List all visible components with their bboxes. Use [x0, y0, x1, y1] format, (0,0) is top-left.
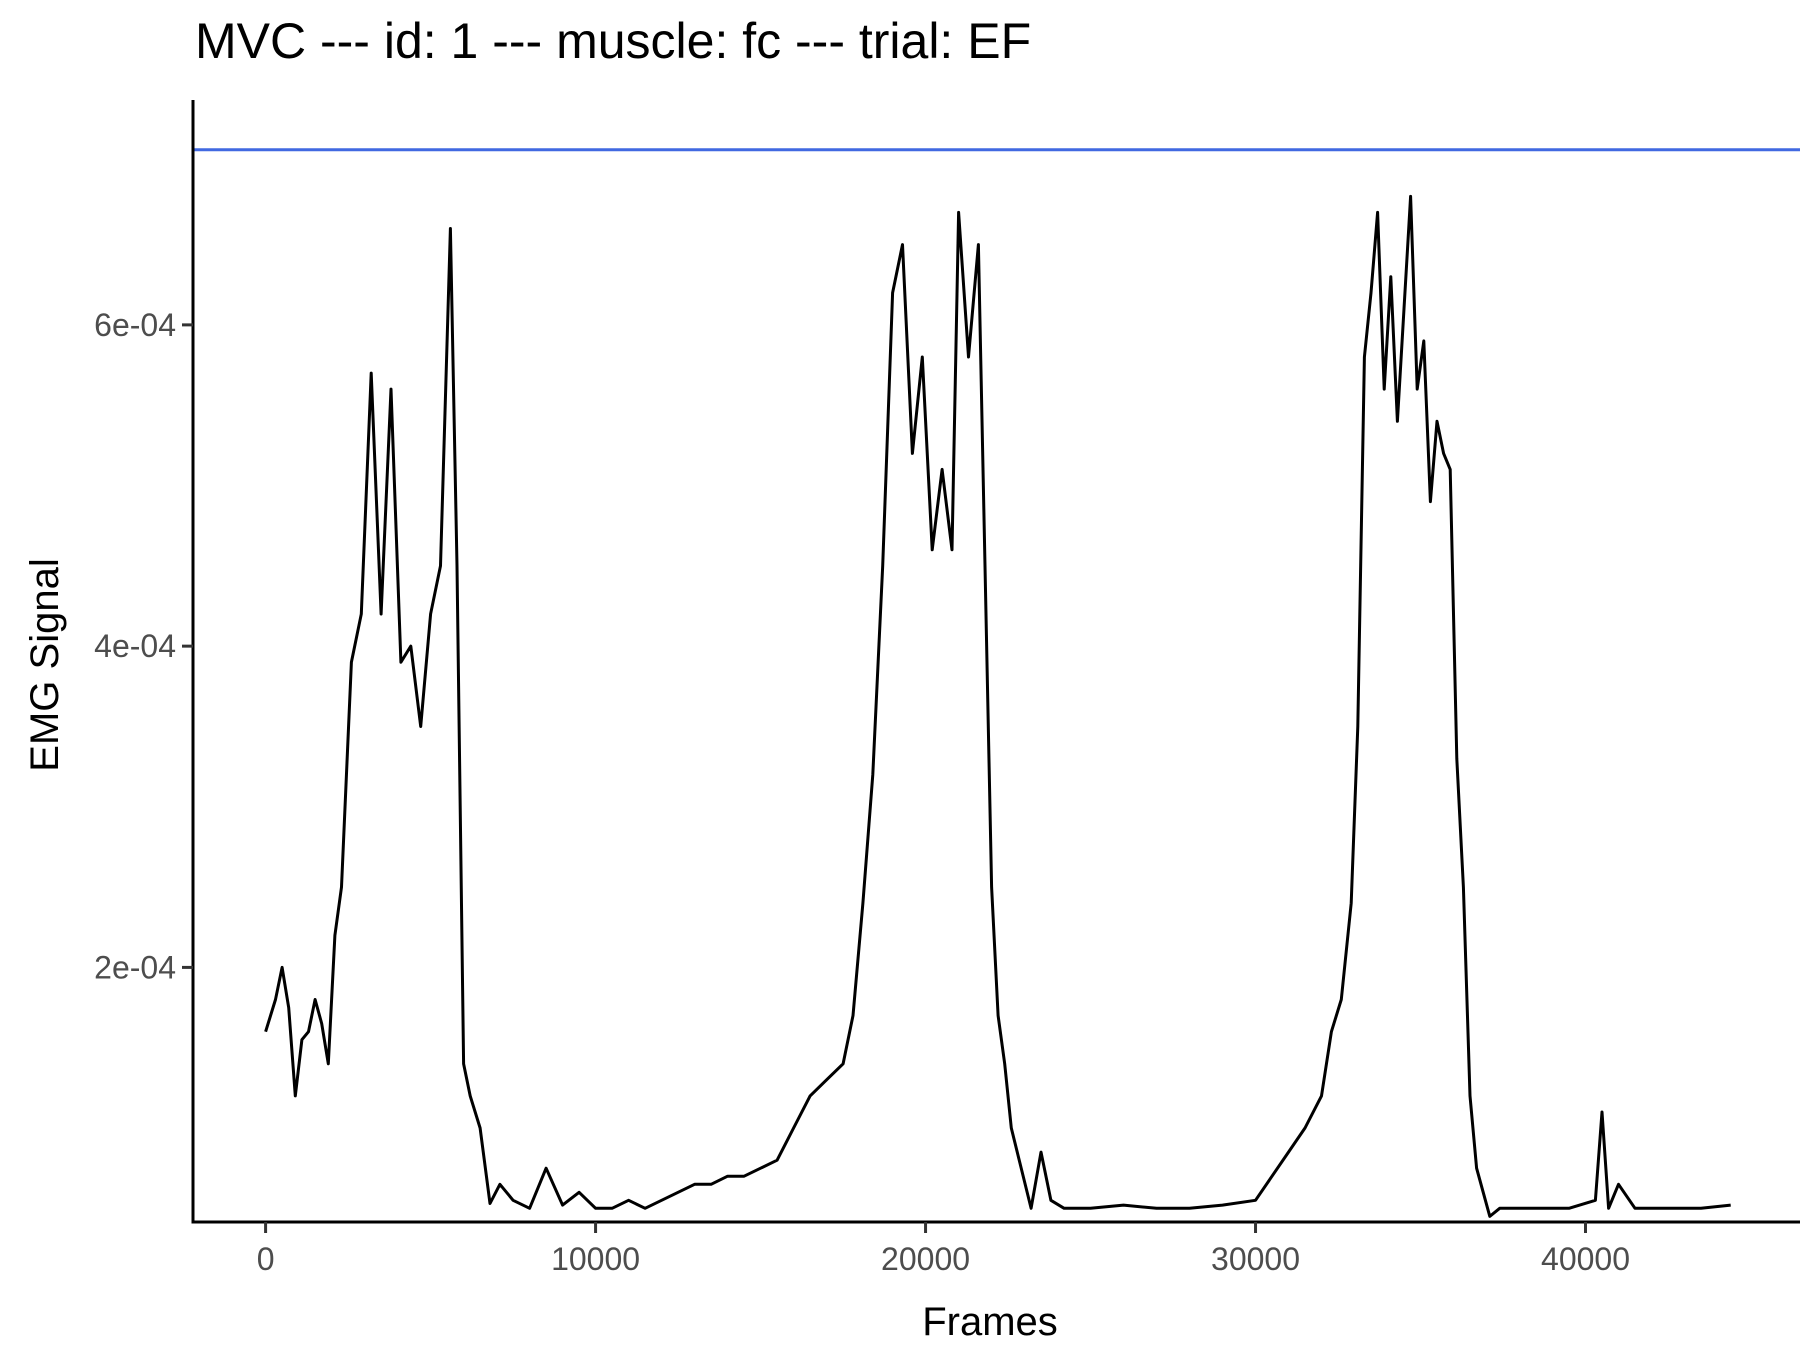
x-tick-label: 0 — [257, 1241, 275, 1277]
x-axis-title: Frames — [922, 1300, 1058, 1344]
y-axis-title: EMG Signal — [23, 558, 67, 771]
y-tick-label: 4e-04 — [94, 628, 176, 664]
y-tick-label: 6e-04 — [94, 307, 176, 343]
x-tick-label: 20000 — [881, 1241, 970, 1277]
chart-title: MVC --- id: 1 --- muscle: fc --- trial: … — [195, 13, 1032, 69]
x-tick-label: 30000 — [1211, 1241, 1300, 1277]
plot-layer — [193, 148, 1800, 1218]
series-line-0 — [264, 194, 1731, 1218]
x-tick-label: 40000 — [1541, 1241, 1630, 1277]
axes-layer: 0 10000 20000 30000 40000 2e-04 4e-04 6e-04 — [94, 100, 1800, 1277]
x-tick-label: 10000 — [551, 1241, 640, 1277]
y-tick-label: 2e-04 — [94, 949, 176, 985]
